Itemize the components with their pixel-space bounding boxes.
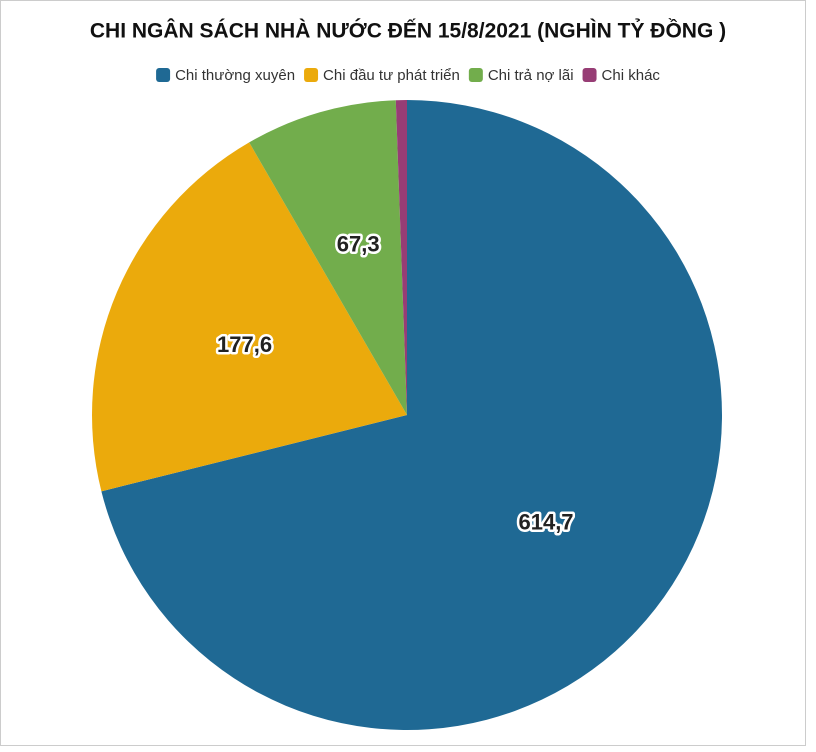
legend-swatch [582, 68, 597, 82]
pie [91, 100, 723, 731]
legend-item: Chi trả nợ lãi [468, 67, 574, 84]
data-label: 67,3 [337, 231, 380, 256]
legend-item: Chi thường xuyên [156, 67, 295, 84]
legend-label: Chi trả nợ lãi [488, 67, 574, 84]
pie-slice [395, 100, 407, 415]
legend-swatch [304, 68, 319, 82]
frame [0, 0, 806, 746]
legend-label: Chi thường xuyên [175, 67, 295, 84]
legend-label: Chi đầu tư phát triển [323, 67, 460, 84]
legend: Chi thường xuyên Chi đầu tư phát triển Chi… [156, 67, 660, 84]
pie-slice [249, 100, 407, 415]
data-labels: 614,7 177,6 67,3 [215, 229, 577, 537]
pie-slice [91, 142, 407, 492]
chart-title: CHI NGÂN SÁCH NHÀ NƯỚC ĐẾN 15/8/2021 (NG… [90, 19, 726, 43]
legend-item: Chi đầu tư phát triển [304, 67, 460, 84]
data-label: 614,7 [518, 509, 573, 534]
legend-swatch [468, 68, 483, 82]
pie-slice [101, 100, 723, 731]
legend-item: Chi khác [582, 67, 661, 84]
legend-swatch [156, 68, 171, 82]
data-label: 177,6 [217, 332, 272, 357]
legend-label: Chi khác [602, 67, 661, 84]
